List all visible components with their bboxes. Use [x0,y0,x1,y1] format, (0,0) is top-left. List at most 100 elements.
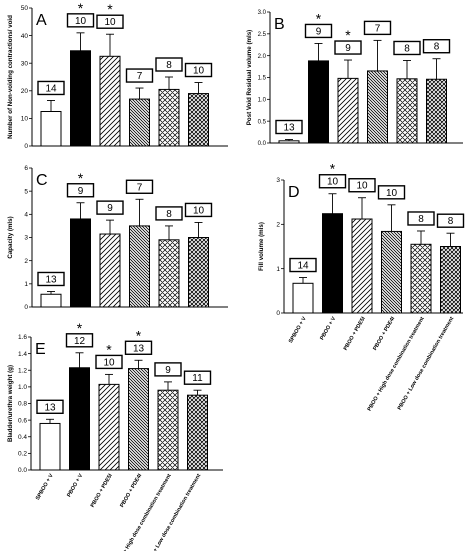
significance-star: * [316,10,322,26]
bar-5 [410,243,432,314]
n-label-box [37,80,65,96]
x-tick-label: PBOO + Low dose combination treatment [144,473,203,551]
n-label-box [304,23,333,39]
n-label-box [422,39,451,54]
y-axis-label: Bladder/urethra weight (g) [7,365,14,442]
n-label-box [348,178,376,193]
x-tick-label: PBOO + Low dose combination treatment [397,316,456,411]
bar-5 [158,239,180,308]
n-label-box [407,211,435,226]
y-tick-label: 2.5 [258,32,267,38]
y-tick-label: 0.5 [258,119,267,125]
y-tick-label: 1.0 [258,98,267,104]
y-axis-label: Number of Non-voiding contractions/ void [7,15,14,139]
n-label: 11 [192,373,203,384]
x-tick-label: SPBOO + V [35,473,55,502]
n-label: 10 [104,17,116,28]
bar-6 [187,394,208,471]
n-label: 13 [133,343,145,354]
n-label: 7 [137,182,143,193]
n-label: 8 [448,216,454,227]
bar-4 [128,368,149,471]
y-tick-label: 0.8 [18,401,27,408]
y-tick-label: 2 [276,222,280,229]
n-label-box [37,271,65,287]
n-label-box [96,200,124,215]
x-tick-label: SPBOO + V [288,316,308,345]
significance-star: * [78,170,84,186]
n-label: 12 [74,336,86,347]
n-label: 9 [165,365,171,376]
n-label-box [155,57,183,72]
y-tick-label: 1.2 [18,367,27,374]
x-tick-label: PBOO + PDE4I [372,316,396,352]
x-tick-label: PBOO + V [66,473,84,499]
bar-2 [69,367,90,471]
n-label: 8 [166,209,172,220]
n-label-box [289,257,317,273]
x-tick-label: PBOO + PDE5I [90,473,114,509]
y-tick-label: 30 [21,60,29,67]
n-label-box [125,68,154,83]
y-tick-label: 0.0 [18,467,27,474]
n-label: 10 [193,66,205,77]
bar-1 [40,111,62,147]
y-tick-label: 1.4 [18,351,27,358]
n-label-box [66,183,95,198]
y-tick-label: 3.0 [258,10,267,16]
y-tick-label: 50 [21,5,29,12]
n-label-box [275,119,303,135]
bar-2 [70,50,91,147]
n-label: 8 [166,60,172,71]
significance-star: * [330,161,336,177]
bar-3 [351,218,373,314]
chart-panel-a: A 0 10 20 30 40 50 Number of Non-voiding contra… [7,0,228,150]
panel-letter: A [36,12,47,29]
y-tick-label: 0.4 [18,434,27,441]
bar-6 [440,246,461,314]
y-tick-label: 6 [24,165,28,172]
n-label: 9 [78,186,84,197]
x-tick-label: PBOO + PDE4I [119,473,143,509]
n-label-box [65,333,94,348]
bar-4 [381,230,402,314]
n-label: 9 [345,43,351,54]
panel-letter: C [36,172,48,189]
n-label: 10 [327,177,339,188]
n-label: 10 [193,205,205,216]
n-label: 10 [75,16,87,27]
y-tick-label: 10 [21,116,29,123]
n-label: 7 [375,23,381,34]
y-axis-label: Capacity (mls) [7,216,14,258]
x-tick-label: PBOO + PDE5I [343,316,367,352]
n-label-box [125,179,154,194]
n-label: 10 [386,188,398,199]
x-tick-label: PBOO + V [319,316,337,342]
bar-4 [129,98,150,147]
bar-5 [396,78,418,144]
significance-star: * [107,1,113,17]
y-tick-label: 1 [276,266,280,273]
y-tick-label: 0 [24,143,28,150]
bar-5 [157,389,179,471]
n-label: 14 [297,261,309,272]
panel-letter: B [274,16,285,33]
n-label: 10 [356,181,368,192]
n-label: 13 [45,274,57,285]
significance-star: * [77,320,83,336]
bar-2 [70,218,91,308]
y-tick-label: 3 [24,235,28,242]
n-label-box [36,399,64,414]
n-label-box [183,370,212,385]
n-label-box [436,213,465,228]
n-label-box [334,40,362,55]
bar-1 [278,140,300,144]
chart-panel-e: E 0.0 0.2 0.4 0.6 0.8 1.0 1.2 1.4 1.6 Bladder/uret… [7,320,223,556]
significance-star: * [136,327,142,343]
panel-letter: D [288,184,300,201]
y-axis-label: Post Void Residual volume (mls) [246,30,253,125]
n-label-box [154,362,182,377]
